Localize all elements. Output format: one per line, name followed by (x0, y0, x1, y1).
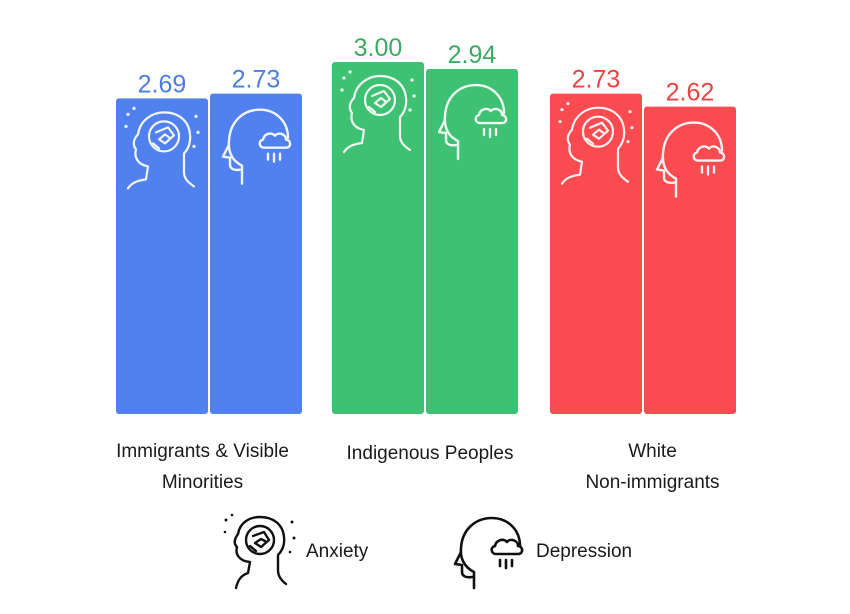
value-label-anxiety-2: 2.73 (572, 66, 621, 94)
depression-head-icon (437, 83, 508, 161)
bar-anxiety-1 (332, 62, 424, 414)
depression-head-icon (655, 121, 726, 198)
anxiety-head-icon (124, 106, 200, 190)
category-label-immigrants: Immigrants & Visible Minorities (116, 441, 289, 493)
anxiety-head-icon (558, 102, 634, 185)
legend-label-depression: Depression (536, 541, 633, 562)
category-label-white: White Non-immigrants (585, 441, 720, 493)
anxiety-head-icon (340, 70, 416, 154)
bar-depression-0 (210, 93, 302, 415)
depression-head-icon (453, 516, 524, 590)
value-label-anxiety-0: 2.69 (138, 70, 187, 98)
bar-group-1: 3.00 2.94 (332, 34, 518, 414)
category-label-indigenous: Indigenous Peoples (346, 443, 514, 464)
anxiety-head-icon (223, 513, 296, 590)
legend-item-depression: Depression (450, 512, 632, 592)
legend-item-anxiety: Anxiety (220, 512, 368, 592)
value-label-depression-2: 2.62 (666, 79, 715, 107)
value-label-depression-1: 2.94 (448, 41, 497, 69)
depression-head-icon (221, 108, 292, 185)
legend-label-anxiety: Anxiety (306, 541, 369, 562)
bar-depression-1 (426, 69, 518, 414)
value-label-depression-0: 2.73 (232, 66, 281, 94)
bar-group-0: 2.69 2.73 (116, 66, 302, 415)
bar-group-2: 2.73 2.62 (550, 66, 736, 415)
bar-depression-2 (644, 106, 736, 414)
legend: Anxiety Depression (220, 512, 640, 602)
value-label-anxiety-1: 3.00 (354, 34, 403, 62)
